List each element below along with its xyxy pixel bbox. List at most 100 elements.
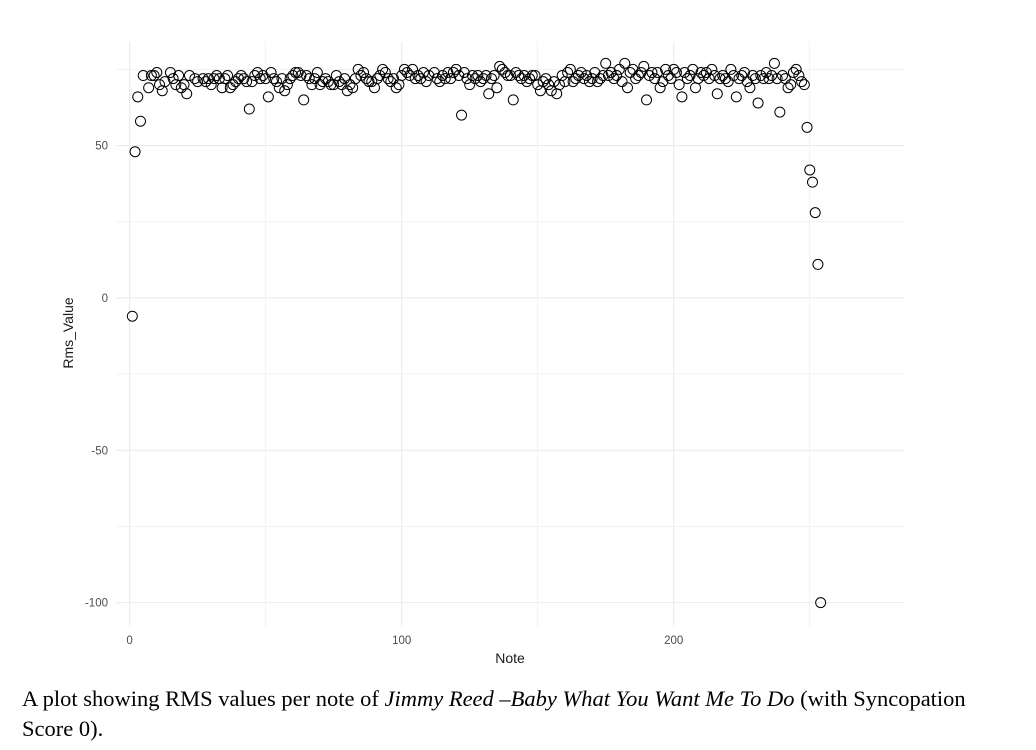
data-point <box>466 70 478 82</box>
data-point <box>711 88 723 100</box>
data-point <box>173 70 185 82</box>
data-point <box>183 70 195 82</box>
data-point <box>649 73 661 85</box>
data-point <box>167 73 179 85</box>
data-point <box>768 57 780 69</box>
data-point <box>300 70 312 82</box>
data-point <box>143 82 155 94</box>
data-point <box>766 70 778 82</box>
data-point <box>518 70 530 82</box>
data-point <box>377 63 389 75</box>
data-point <box>287 70 299 82</box>
data-point <box>447 66 459 78</box>
data-point <box>208 73 220 85</box>
x-axis-title: Note <box>495 650 525 666</box>
data-point <box>488 70 500 82</box>
data-point <box>613 63 625 75</box>
y-tick-label: 0 <box>102 293 108 305</box>
data-point <box>670 66 682 78</box>
data-point <box>660 63 672 75</box>
data-point <box>374 70 386 82</box>
data-point <box>815 597 827 609</box>
data-point <box>608 73 620 85</box>
data-point <box>224 82 236 94</box>
data-point <box>311 66 323 78</box>
data-point <box>777 70 789 82</box>
data-point <box>200 76 212 88</box>
data-points <box>126 57 827 609</box>
data-point <box>706 63 718 75</box>
data-point <box>295 70 307 82</box>
caption-suffix: (with Syncopation Score 0). <box>22 686 966 741</box>
data-point <box>540 73 552 85</box>
data-point <box>238 73 250 85</box>
data-point <box>681 73 693 85</box>
y-axis-title: Rms_Value <box>60 297 76 369</box>
x-tick-label: 100 <box>392 635 411 647</box>
data-point <box>491 82 503 94</box>
data-point <box>262 91 274 103</box>
data-point <box>132 91 144 103</box>
data-point <box>515 73 527 85</box>
data-point <box>137 70 149 82</box>
data-point <box>456 109 468 121</box>
data-point <box>760 66 772 78</box>
data-point <box>806 176 818 188</box>
figure-caption: A plot showing RMS values per note of Ji… <box>22 684 1022 744</box>
y-tick-label: 50 <box>95 141 108 153</box>
data-point <box>442 66 454 78</box>
data-point <box>366 76 378 88</box>
data-point <box>268 73 280 85</box>
data-point <box>594 73 606 85</box>
x-tick-labels: 0 100 200 <box>126 635 683 647</box>
data-point <box>651 66 663 78</box>
data-point <box>251 66 263 78</box>
data-point <box>567 76 579 88</box>
data-point <box>271 76 283 88</box>
data-point <box>573 70 585 82</box>
x-tick-label: 0 <box>126 635 132 647</box>
data-point <box>257 70 269 82</box>
data-point <box>798 79 810 91</box>
data-point <box>434 76 446 88</box>
data-point <box>586 73 598 85</box>
data-point <box>254 73 266 85</box>
data-point <box>436 70 448 82</box>
data-point <box>654 82 666 94</box>
y-tick-label: -50 <box>91 445 108 457</box>
data-point <box>227 79 239 91</box>
scatter-chart: -100 -50 0 50 0 100 200 Note Rms_Value <box>60 42 905 666</box>
data-point <box>507 94 519 106</box>
data-point <box>725 63 737 75</box>
data-point <box>181 88 193 100</box>
data-point <box>292 66 304 78</box>
data-point <box>477 73 489 85</box>
data-point <box>360 73 372 85</box>
data-point <box>279 85 291 97</box>
data-point <box>453 70 465 82</box>
data-point <box>592 76 604 88</box>
data-point <box>281 79 293 91</box>
data-point <box>602 70 614 82</box>
data-point <box>496 63 508 75</box>
data-point <box>472 70 484 82</box>
caption-song-title: Jimmy Reed –Baby What You Want Me To Do <box>384 686 795 711</box>
data-point <box>548 76 560 88</box>
data-point <box>246 76 258 88</box>
data-point <box>385 76 397 88</box>
data-point <box>733 73 745 85</box>
data-point <box>524 73 536 85</box>
data-point <box>339 73 351 85</box>
data-point <box>556 70 568 82</box>
data-point <box>570 73 582 85</box>
data-point <box>771 73 783 85</box>
data-point <box>164 66 176 78</box>
data-point <box>398 63 410 75</box>
data-point <box>749 73 761 85</box>
data-point <box>371 73 383 85</box>
data-point <box>638 60 650 72</box>
data-point <box>695 66 707 78</box>
data-point <box>314 79 326 91</box>
data-point <box>755 70 767 82</box>
data-point <box>632 70 644 82</box>
